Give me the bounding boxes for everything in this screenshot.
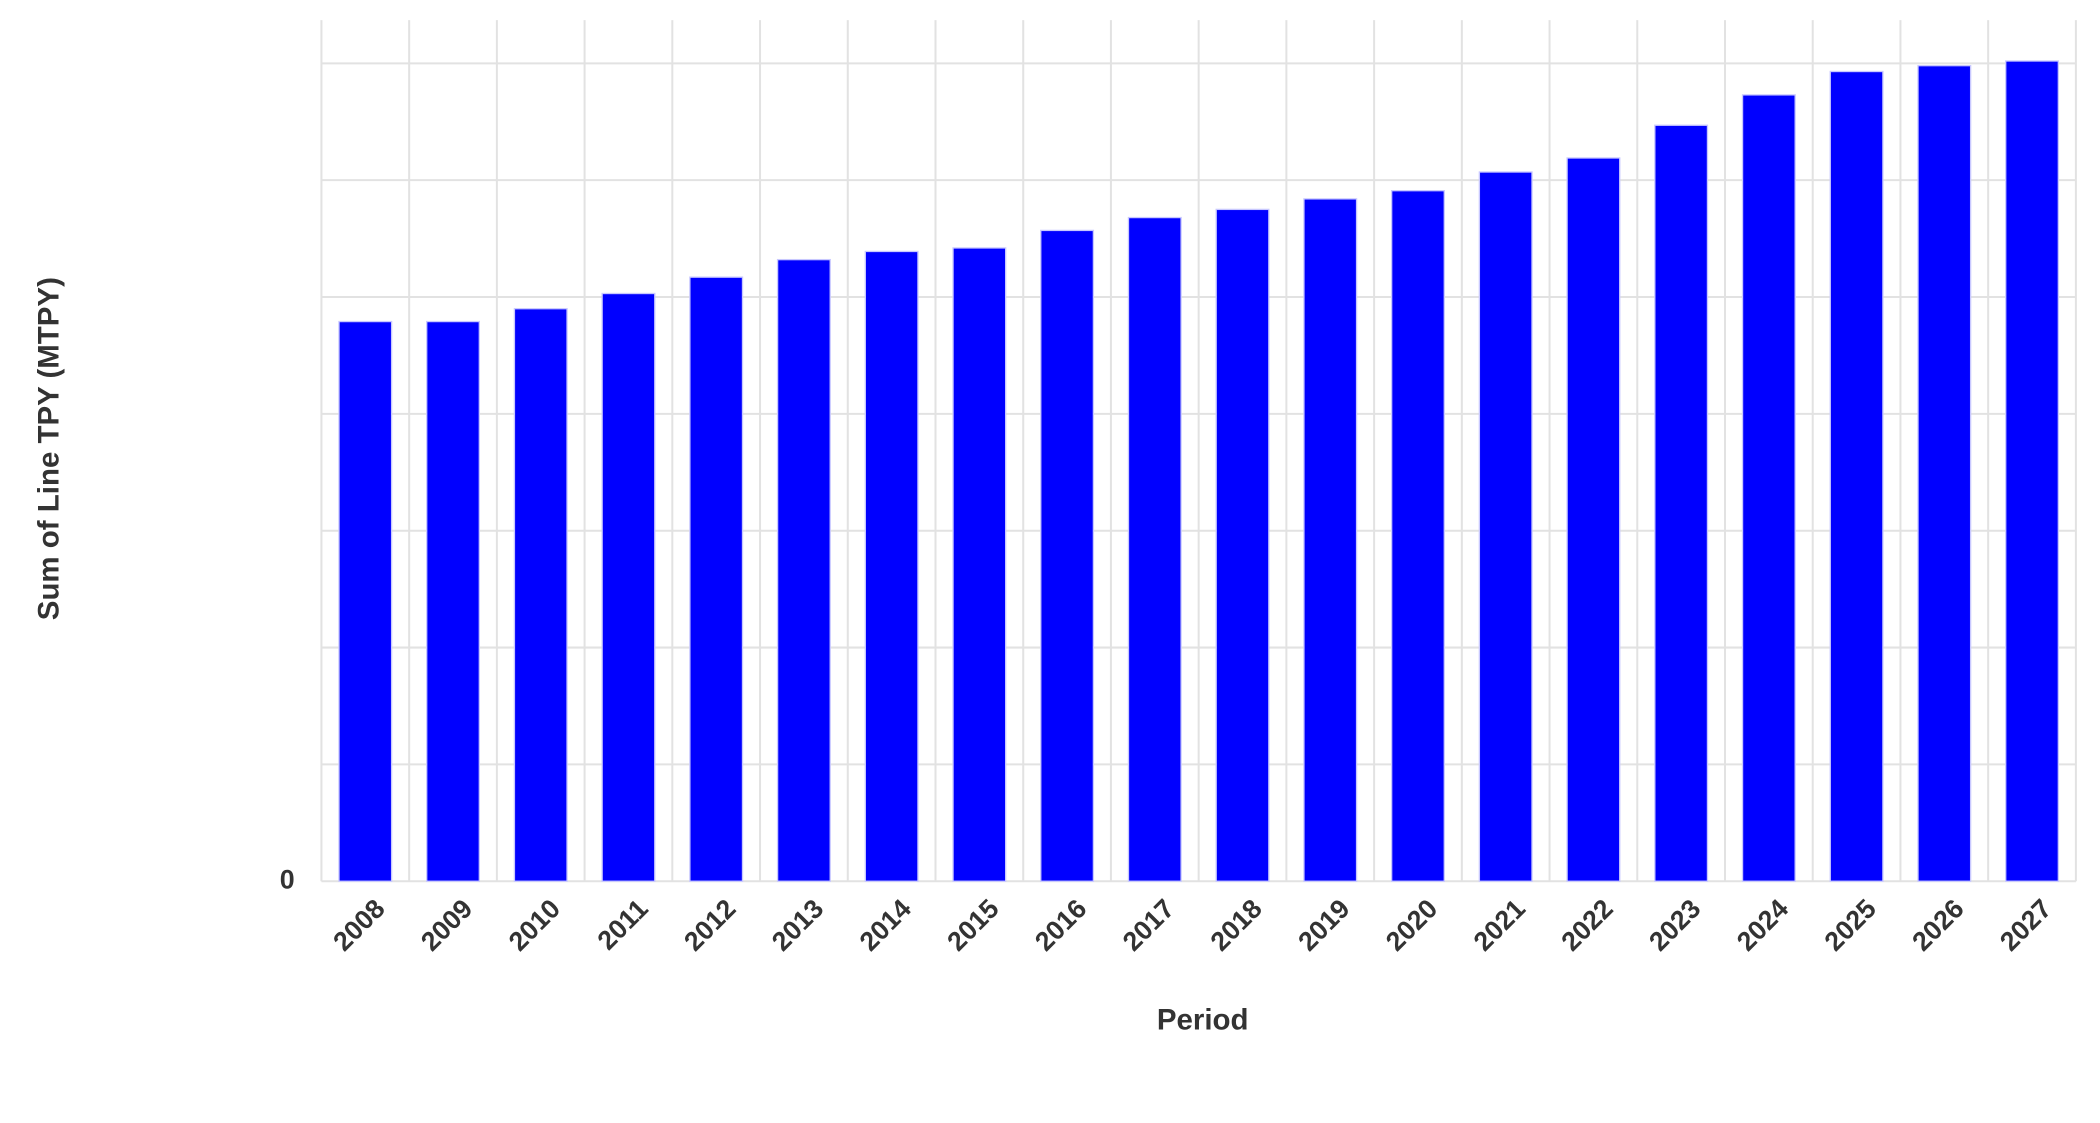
x-tick-label: 2008 [327, 893, 390, 956]
x-tick-label: 2017 [1117, 893, 1180, 956]
bar [1478, 171, 1533, 882]
bar [338, 320, 393, 882]
bar [601, 292, 656, 882]
bar [1127, 216, 1182, 882]
bar [1303, 198, 1358, 882]
x-tick-label: 2011 [591, 893, 653, 955]
x-tick-label: 2014 [854, 893, 917, 956]
x-tick-label: 2024 [1731, 893, 1794, 956]
x-tick-label: 2015 [941, 893, 1004, 956]
bar [1654, 124, 1709, 882]
bar [1390, 190, 1445, 882]
x-tick-label: 2025 [1819, 893, 1882, 956]
bar [1040, 229, 1095, 882]
bar [1741, 94, 1796, 882]
bar [1215, 208, 1270, 882]
x-tick-label: 2018 [1205, 893, 1268, 956]
x-tick-label: 2010 [503, 893, 566, 956]
bar [776, 258, 831, 882]
x-tick-label: 2013 [766, 893, 829, 956]
bar [864, 250, 919, 882]
x-axis-title: Period [1157, 1004, 1249, 1037]
x-tick-label: 2009 [415, 893, 478, 956]
x-tick-label: 2019 [1292, 893, 1355, 956]
x-tick-label: 2027 [1994, 893, 2057, 956]
x-tick-label: 2012 [678, 893, 741, 956]
y-axis-title: Sum of Line TPY (MTPY) [33, 277, 66, 620]
x-tick-label: 2021 [1468, 893, 1531, 956]
x-tick-label: 2016 [1029, 893, 1092, 956]
bar [952, 247, 1007, 882]
bar [1917, 64, 1972, 882]
bar [689, 276, 744, 882]
bar [513, 308, 568, 882]
y-tick-label: 0 [280, 864, 295, 894]
x-tick-label: 2026 [1906, 893, 1969, 956]
bar [1829, 70, 1884, 882]
x-tick-label: 2022 [1555, 893, 1618, 956]
bar [2005, 60, 2060, 882]
x-tick-label: 2023 [1643, 893, 1706, 956]
bar [426, 320, 481, 882]
bar [1566, 157, 1621, 882]
x-tick-label: 2020 [1380, 893, 1443, 956]
